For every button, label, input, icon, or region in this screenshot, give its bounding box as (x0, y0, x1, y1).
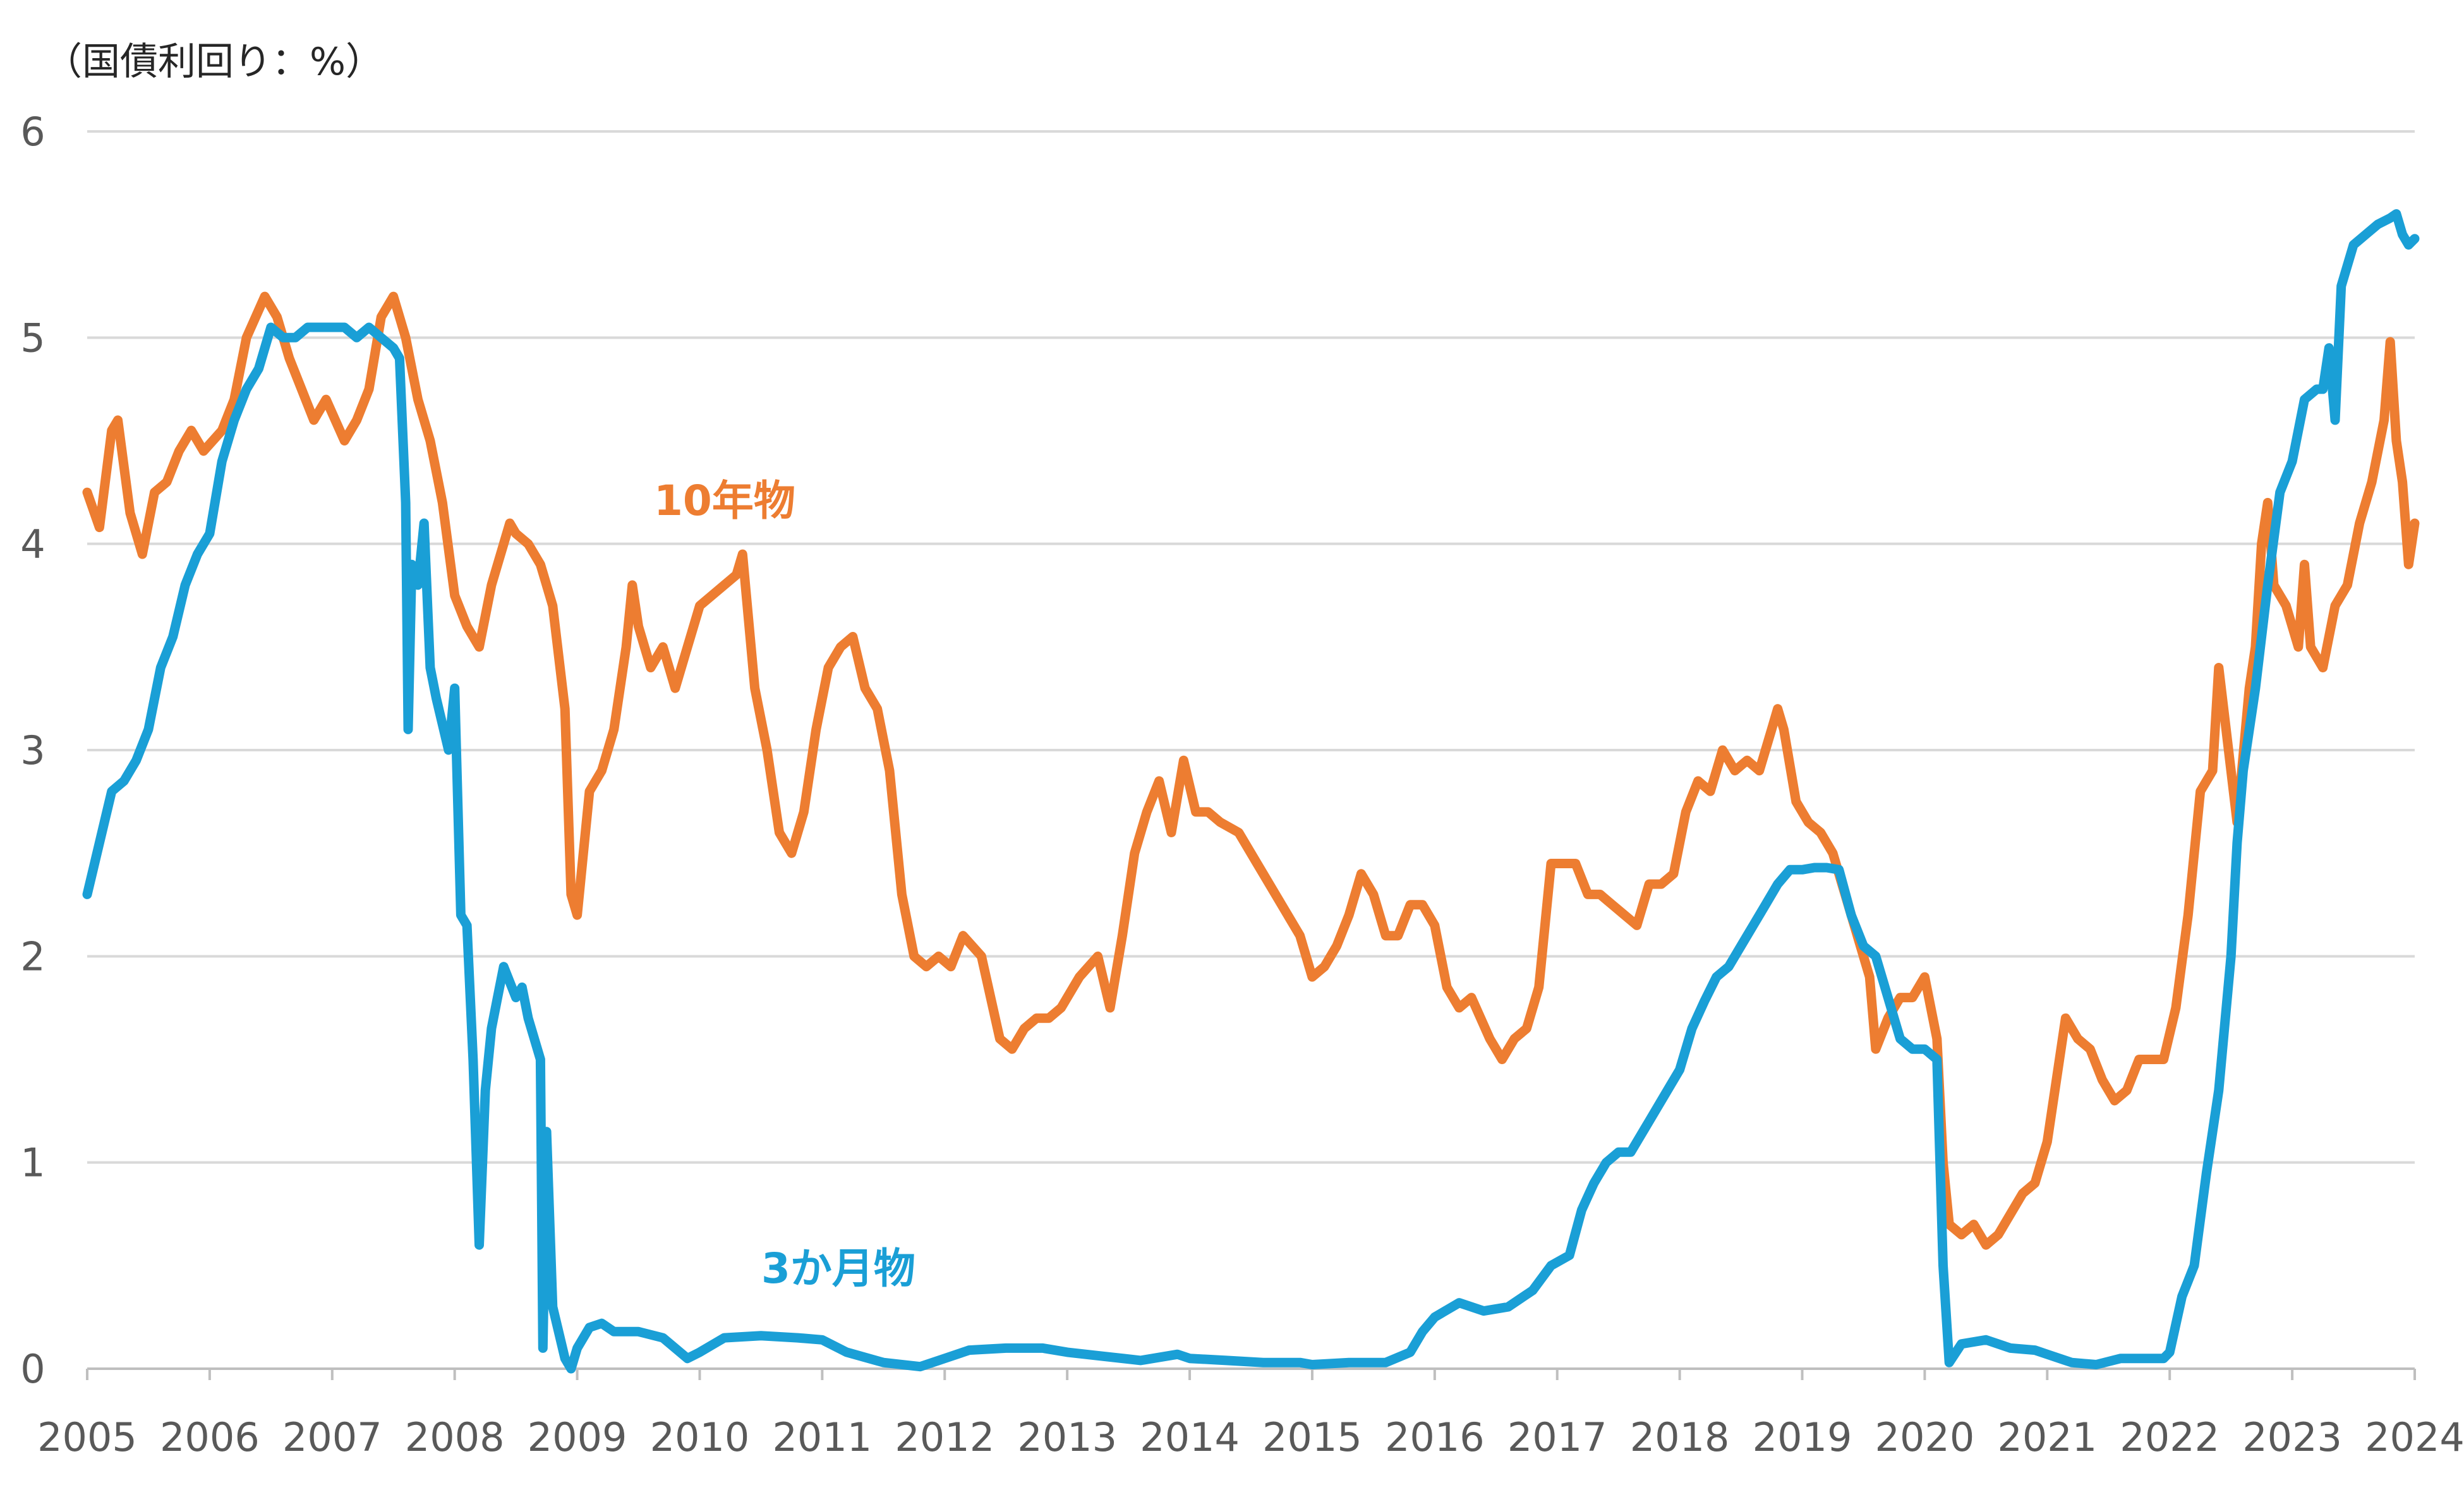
x-tick-label: 2024 (2365, 1414, 2464, 1460)
series-lines (82, 209, 2420, 1374)
y-tick-label: 5 (20, 315, 45, 361)
x-tick-label: 2021 (1997, 1414, 2097, 1460)
y-axis-ticks: 0 1 2 3 4 5 6 (20, 109, 45, 1392)
y-tick-label: 3 (20, 727, 45, 773)
y-tick-label: 4 (20, 521, 45, 567)
x-tick-label: 2013 (1017, 1414, 1117, 1460)
x-tick-label: 2019 (1753, 1414, 1852, 1460)
x-tick-label: 2022 (2120, 1414, 2219, 1460)
series-line-3m (82, 209, 2420, 1374)
x-tick-label: 2006 (160, 1414, 260, 1460)
x-tick-label: 2008 (405, 1414, 505, 1460)
series-label-10y: 10年物 (654, 476, 795, 525)
y-tick-label: 0 (20, 1346, 45, 1392)
x-tick-label: 2007 (282, 1414, 382, 1460)
x-tick-label: 2011 (772, 1414, 872, 1460)
y-tick-label: 6 (20, 109, 45, 155)
x-tick-label: 2012 (895, 1414, 994, 1460)
y-axis-unit-label: （国債利回り：%） (44, 40, 383, 84)
gridlines (87, 130, 2415, 1164)
x-tick-label: 2017 (1507, 1414, 1607, 1460)
x-axis: 2005 2006 2007 2008 2009 2010 2011 2012 2013 2014… (37, 1367, 2464, 1460)
x-tick-label: 2009 (528, 1414, 627, 1460)
x-tick-label: 2020 (1875, 1414, 1975, 1460)
y-tick-label: 1 (20, 1140, 45, 1186)
y-tick-label: 2 (20, 933, 45, 979)
x-tick-label: 2015 (1262, 1414, 1362, 1460)
series-label-3m: 3か月物 (761, 1244, 915, 1293)
x-tick-label: 2014 (1140, 1414, 1240, 1460)
series-line-10y (82, 291, 2420, 1250)
x-tick-label: 2018 (1630, 1414, 1730, 1460)
x-tick-label: 2023 (2242, 1414, 2342, 1460)
x-tick-label: 2010 (650, 1414, 750, 1460)
x-tick-label: 2005 (37, 1414, 137, 1460)
x-tick-label: 2016 (1385, 1414, 1485, 1460)
